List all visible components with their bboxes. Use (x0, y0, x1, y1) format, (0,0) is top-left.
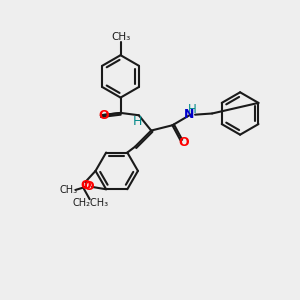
Text: H: H (188, 103, 197, 116)
Text: H: H (133, 115, 142, 128)
Text: CH₃: CH₃ (111, 32, 130, 42)
Text: O: O (178, 136, 189, 149)
Text: O: O (83, 180, 94, 194)
Text: CH₂CH₃: CH₂CH₃ (73, 198, 109, 208)
Text: N: N (184, 108, 194, 121)
Text: CH₃: CH₃ (60, 185, 78, 195)
Text: O: O (80, 179, 91, 192)
Text: O: O (98, 109, 109, 122)
